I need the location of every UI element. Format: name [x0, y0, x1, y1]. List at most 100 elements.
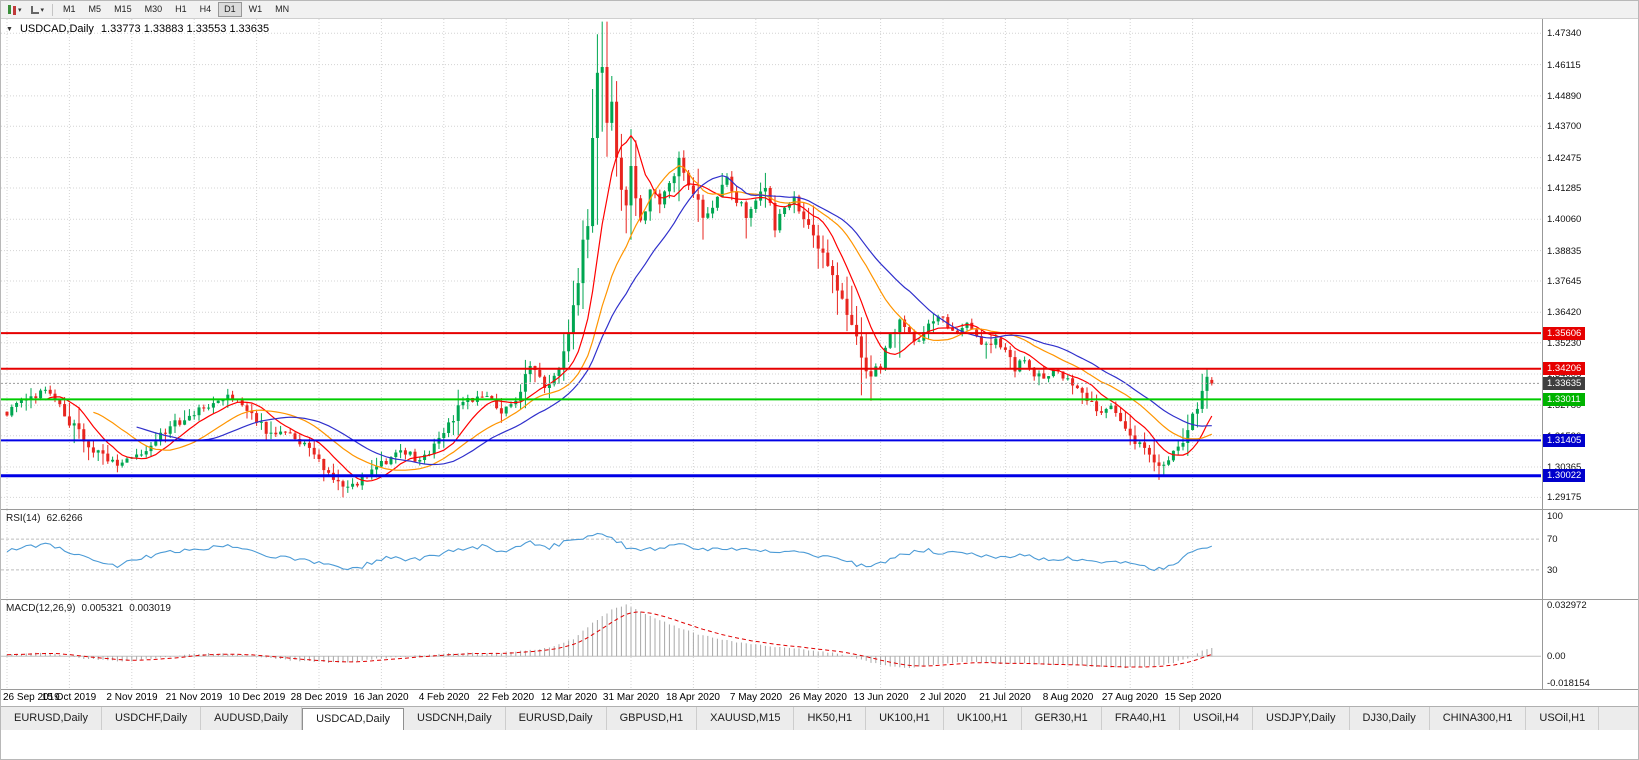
- chart-tab-fra40-h1[interactable]: FRA40,H1: [1102, 707, 1181, 730]
- timeframe-button-d1[interactable]: D1: [218, 2, 242, 17]
- date-label: 26 Sep 2019: [3, 692, 60, 703]
- date-label: 8 Aug 2020: [1042, 692, 1094, 703]
- moving-average-19: [93, 165, 1213, 471]
- price-tick-label: 1.38835: [1547, 246, 1582, 257]
- chart-tab-dj30-daily[interactable]: DJ30,Daily: [1350, 707, 1430, 730]
- price-tick-label: 1.41285: [1547, 183, 1582, 194]
- price-chart-pane[interactable]: ▼ USDCAD,Daily 1.33773 1.33883 1.33553 1…: [1, 19, 1638, 509]
- chart-tab-gbpusd-h1[interactable]: GBPUSD,H1: [607, 707, 698, 730]
- hline-price-tag: 1.33635: [1543, 377, 1586, 390]
- timeframe-button-m1[interactable]: M1: [57, 2, 82, 17]
- chart-tab-uk100-h1[interactable]: UK100,H1: [944, 707, 1022, 730]
- candles: [5, 21, 1214, 498]
- date-label: 15 Oct 2019: [41, 692, 97, 703]
- timeframe-button-h1[interactable]: H1: [169, 2, 193, 17]
- rsi-indicator-pane[interactable]: RSI(14) 62.6266 100 70 30: [1, 510, 1638, 599]
- macd-histogram: [6, 604, 1213, 669]
- candlestick-icon: [8, 5, 11, 14]
- date-label: 10 Dec 2019: [228, 692, 286, 703]
- date-label: 2 Jul 2020: [919, 692, 967, 703]
- price-tick-label: 1.40060: [1547, 214, 1582, 225]
- hline-price-tag: 1.30022: [1543, 469, 1586, 482]
- rsi-value: 62.6266: [46, 513, 83, 524]
- chart-tab-usdchf-daily[interactable]: USDCHF,Daily: [102, 707, 202, 730]
- macd-tick-label: 0.032972: [1547, 600, 1587, 611]
- timeframe-button-mn[interactable]: MN: [269, 2, 295, 17]
- chart-tab-hk50-h1[interactable]: HK50,H1: [794, 707, 867, 730]
- chart-type-dropdown-icon[interactable]: ▾: [4, 3, 26, 17]
- macd-signal-line: [6, 611, 1212, 668]
- hline-price-tag: 1.33011: [1543, 393, 1585, 406]
- hline-price-tag: 1.34206: [1543, 362, 1586, 375]
- price-tick-label: 1.42475: [1547, 153, 1582, 164]
- chart-tab-china300-h1[interactable]: CHINA300,H1: [1430, 707, 1527, 730]
- chart-tab-audusd-daily[interactable]: AUDUSD,Daily: [201, 707, 303, 730]
- rsi-line: [6, 532, 1213, 572]
- timeframe-buttons: M1 M5 M15 M30 H1 H4 D1 W1 MN: [57, 2, 295, 17]
- date-label: 21 Nov 2019: [165, 692, 223, 703]
- macd-signal-value: 0.003019: [129, 603, 171, 614]
- chart-tab-usoil-h4[interactable]: USOil,H4: [1180, 707, 1254, 730]
- symbol-dropdown-icon[interactable]: ▼: [6, 25, 13, 33]
- chart-title: ▼ USDCAD,Daily 1.33773 1.33883 1.33553 1…: [6, 23, 269, 35]
- price-tick-label: 1.44890: [1547, 91, 1582, 102]
- chart-ohlc-values: 1.33773 1.33883 1.33553 1.33635: [100, 23, 270, 35]
- date-label: 31 Mar 2020: [602, 692, 660, 703]
- timeframe-button-m5[interactable]: M5: [83, 2, 108, 17]
- candlestick-chart[interactable]: [1, 19, 1541, 509]
- timeframe-button-m15[interactable]: M15: [108, 2, 138, 17]
- timeframe-button-w1[interactable]: W1: [243, 2, 269, 17]
- price-tick-label: 1.37645: [1547, 276, 1582, 287]
- chart-tab-usdjpy-daily[interactable]: USDJPY,Daily: [1253, 707, 1350, 730]
- chart-tab-ger30-h1[interactable]: GER30,H1: [1022, 707, 1102, 730]
- chart-tab-eurusd-daily[interactable]: EURUSD,Daily: [506, 707, 607, 730]
- indicators-dropdown-icon[interactable]: ▾: [27, 3, 49, 17]
- pane-divider[interactable]: [1, 509, 1638, 510]
- date-label: 2 Nov 2019: [106, 692, 158, 703]
- date-label: 12 Mar 2020: [540, 692, 598, 703]
- price-axis[interactable]: 1.47340 1.46115 1.44890 1.43700 1.42475 1.412…: [1542, 19, 1638, 509]
- chart-symbol-period: USDCAD,Daily: [19, 23, 94, 35]
- price-tick-label: 1.47340: [1547, 28, 1582, 39]
- chart-tab-eurusd-daily[interactable]: EURUSD,Daily: [1, 707, 102, 730]
- chart-tab-uk100-h1[interactable]: UK100,H1: [866, 707, 944, 730]
- chart-tab-xauusd-m15[interactable]: XAUUSD,M15: [697, 707, 795, 730]
- rsi-axis: 100 70 30: [1542, 510, 1638, 599]
- date-label: 7 May 2020: [729, 692, 783, 703]
- price-tick-label: 1.43700: [1547, 121, 1582, 132]
- chart-tab-usoil-h1[interactable]: USOil,H1: [1526, 707, 1600, 730]
- date-label: 13 Jun 2020: [853, 692, 909, 703]
- date-label: 15 Sep 2020: [1164, 692, 1222, 703]
- price-tick-label: 1.29175: [1547, 492, 1582, 503]
- chart-tab-usdcnh-daily[interactable]: USDCNH,Daily: [404, 707, 506, 730]
- rsi-name: RSI(14): [6, 513, 41, 524]
- rsi-chart: [1, 510, 1541, 599]
- rsi-label: RSI(14) 62.6266: [6, 513, 83, 524]
- hline-price-tag: 1.31405: [1543, 434, 1586, 447]
- toolbar-separator: [52, 3, 54, 16]
- date-label: 28 Dec 2019: [290, 692, 348, 703]
- timeframe-button-m30[interactable]: M30: [139, 2, 169, 17]
- price-tick-label: 1.46115: [1547, 60, 1581, 71]
- macd-main-value: 0.005321: [81, 603, 124, 614]
- macd-tick-label: -0.018154: [1547, 678, 1590, 689]
- timeframe-button-h4[interactable]: H4: [194, 2, 218, 17]
- date-axis[interactable]: 26 Sep 2019 15 Oct 2019 2 Nov 2019 21 Nov 2…: [1, 689, 1638, 706]
- date-label: 21 Jul 2020: [979, 692, 1031, 703]
- chart-tabs-bar: EURUSD,Daily USDCHF,Daily AUDUSD,Daily USDC…: [1, 706, 1638, 730]
- pane-divider[interactable]: [1, 599, 1638, 600]
- chart-tab-usdcad-daily[interactable]: USDCAD,Daily: [302, 708, 405, 730]
- date-label: 18 Apr 2020: [666, 692, 720, 703]
- date-label: 27 Aug 2020: [1101, 692, 1159, 703]
- price-tick-label: 1.35230: [1547, 338, 1582, 349]
- date-label: 22 Feb 2020: [477, 692, 535, 703]
- moving-average-9: [45, 134, 1213, 482]
- macd-indicator-pane[interactable]: MACD(12,26,9) 0.005321 0.003019 0.032972…: [1, 600, 1638, 689]
- chevron-down-icon: ▾: [40, 6, 45, 14]
- macd-name: MACD(12,26,9): [6, 603, 76, 614]
- chart-axes-icon: [30, 5, 39, 14]
- macd-tick-label: 0.00: [1547, 651, 1566, 662]
- macd-chart: [1, 600, 1541, 689]
- hline-price-tag: 1.35606: [1543, 327, 1586, 340]
